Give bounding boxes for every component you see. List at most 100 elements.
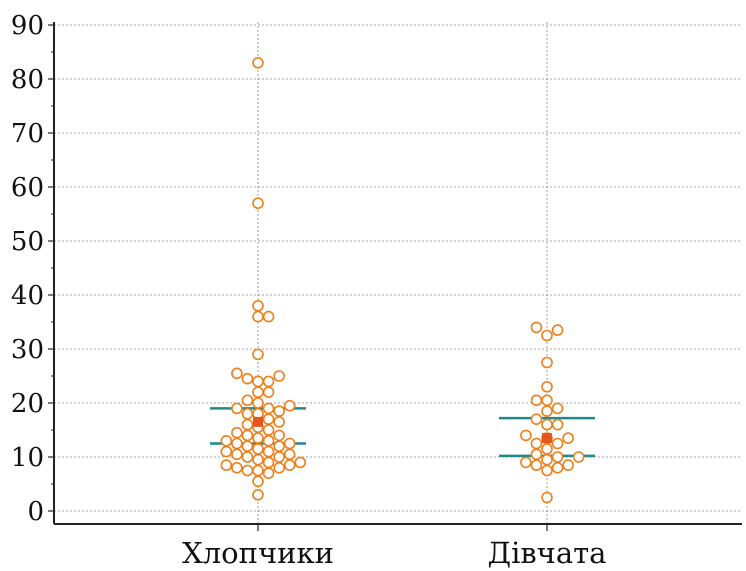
data-point [252, 310, 264, 323]
data-point [241, 429, 254, 442]
data-point [273, 370, 285, 382]
data-point [231, 461, 243, 474]
data-point [551, 324, 564, 336]
y-tick-label: 60 [11, 173, 44, 203]
data-point [262, 413, 275, 426]
data-point [273, 461, 285, 474]
data-point [283, 448, 296, 461]
grid-lines [54, 22, 742, 524]
data-point [252, 299, 264, 312]
data-point [220, 459, 233, 471]
data-point [530, 394, 543, 407]
data-point [231, 426, 243, 439]
data-point [551, 461, 564, 474]
data-point [241, 464, 254, 477]
data-point [551, 402, 564, 415]
data-point [273, 440, 285, 453]
y-tick-label: 40 [11, 281, 44, 311]
data-point [551, 437, 564, 450]
data-point [273, 451, 285, 463]
data-point [541, 329, 553, 342]
data-point [231, 448, 243, 461]
data-point [520, 429, 532, 442]
x-category-label: Дівчата [488, 536, 607, 570]
data-point [530, 459, 543, 471]
axes [53, 22, 742, 531]
y-tick-label: 70 [11, 119, 44, 149]
y-tick-label: 30 [11, 335, 44, 365]
data-point [262, 467, 275, 480]
data-point [231, 437, 243, 450]
data-point [541, 464, 553, 477]
data-point [231, 402, 243, 415]
data-point [572, 451, 585, 463]
data-points [220, 56, 585, 504]
y-axis-ticks: 0 10 20 30 40 50 60 70 80 90 [11, 11, 54, 527]
data-point [294, 456, 307, 469]
mean-marker [542, 433, 552, 444]
data-point [530, 413, 543, 426]
data-point [262, 402, 275, 415]
data-point [562, 432, 574, 444]
data-point [252, 488, 264, 501]
data-point [283, 399, 296, 412]
data-point [241, 451, 254, 463]
data-point [541, 453, 553, 466]
data-point [551, 451, 564, 463]
data-point [283, 459, 296, 471]
data-point [551, 418, 564, 431]
data-point [562, 459, 574, 471]
data-point [520, 456, 532, 469]
data-point [252, 375, 264, 388]
data-point [273, 405, 285, 417]
data-point [252, 348, 264, 361]
y-tick-label: 50 [11, 227, 44, 257]
mean-markers [253, 416, 552, 444]
data-point [262, 445, 275, 458]
mean-marker [253, 416, 263, 427]
data-point [262, 434, 275, 447]
data-point [252, 464, 264, 477]
x-category-label: Хлопчики [182, 536, 334, 570]
data-point [541, 443, 553, 455]
data-point [530, 448, 543, 461]
data-point [541, 394, 553, 407]
data-point [241, 394, 254, 407]
data-point [262, 386, 275, 399]
data-point [252, 397, 264, 409]
data-point [262, 424, 275, 436]
data-point [231, 367, 243, 380]
data-point [252, 443, 264, 455]
y-tick-label: 10 [11, 443, 44, 473]
y-tick-label: 0 [27, 497, 44, 527]
data-point [241, 407, 254, 420]
data-point [252, 56, 264, 69]
data-point [273, 416, 285, 428]
data-point [252, 475, 264, 488]
data-point [241, 372, 254, 385]
data-point [541, 491, 553, 504]
data-point [252, 432, 264, 444]
y-tick-label: 90 [11, 11, 44, 41]
data-point [220, 445, 233, 458]
data-point [252, 197, 264, 209]
data-point [252, 386, 264, 399]
data-point [541, 356, 553, 369]
data-point [530, 437, 543, 450]
data-point [541, 418, 553, 431]
data-point [273, 429, 285, 442]
data-point [541, 405, 553, 417]
data-point [241, 418, 254, 431]
data-point [541, 380, 553, 393]
data-point [252, 453, 264, 466]
data-point [262, 310, 275, 323]
y-tick-label: 80 [11, 65, 44, 95]
data-point [220, 434, 233, 447]
data-point [530, 321, 543, 334]
data-point [283, 437, 296, 450]
x-axis-labels: Хлопчики Дівчата [182, 536, 606, 570]
data-point [241, 440, 254, 453]
data-point [262, 456, 275, 469]
data-point [262, 375, 275, 388]
